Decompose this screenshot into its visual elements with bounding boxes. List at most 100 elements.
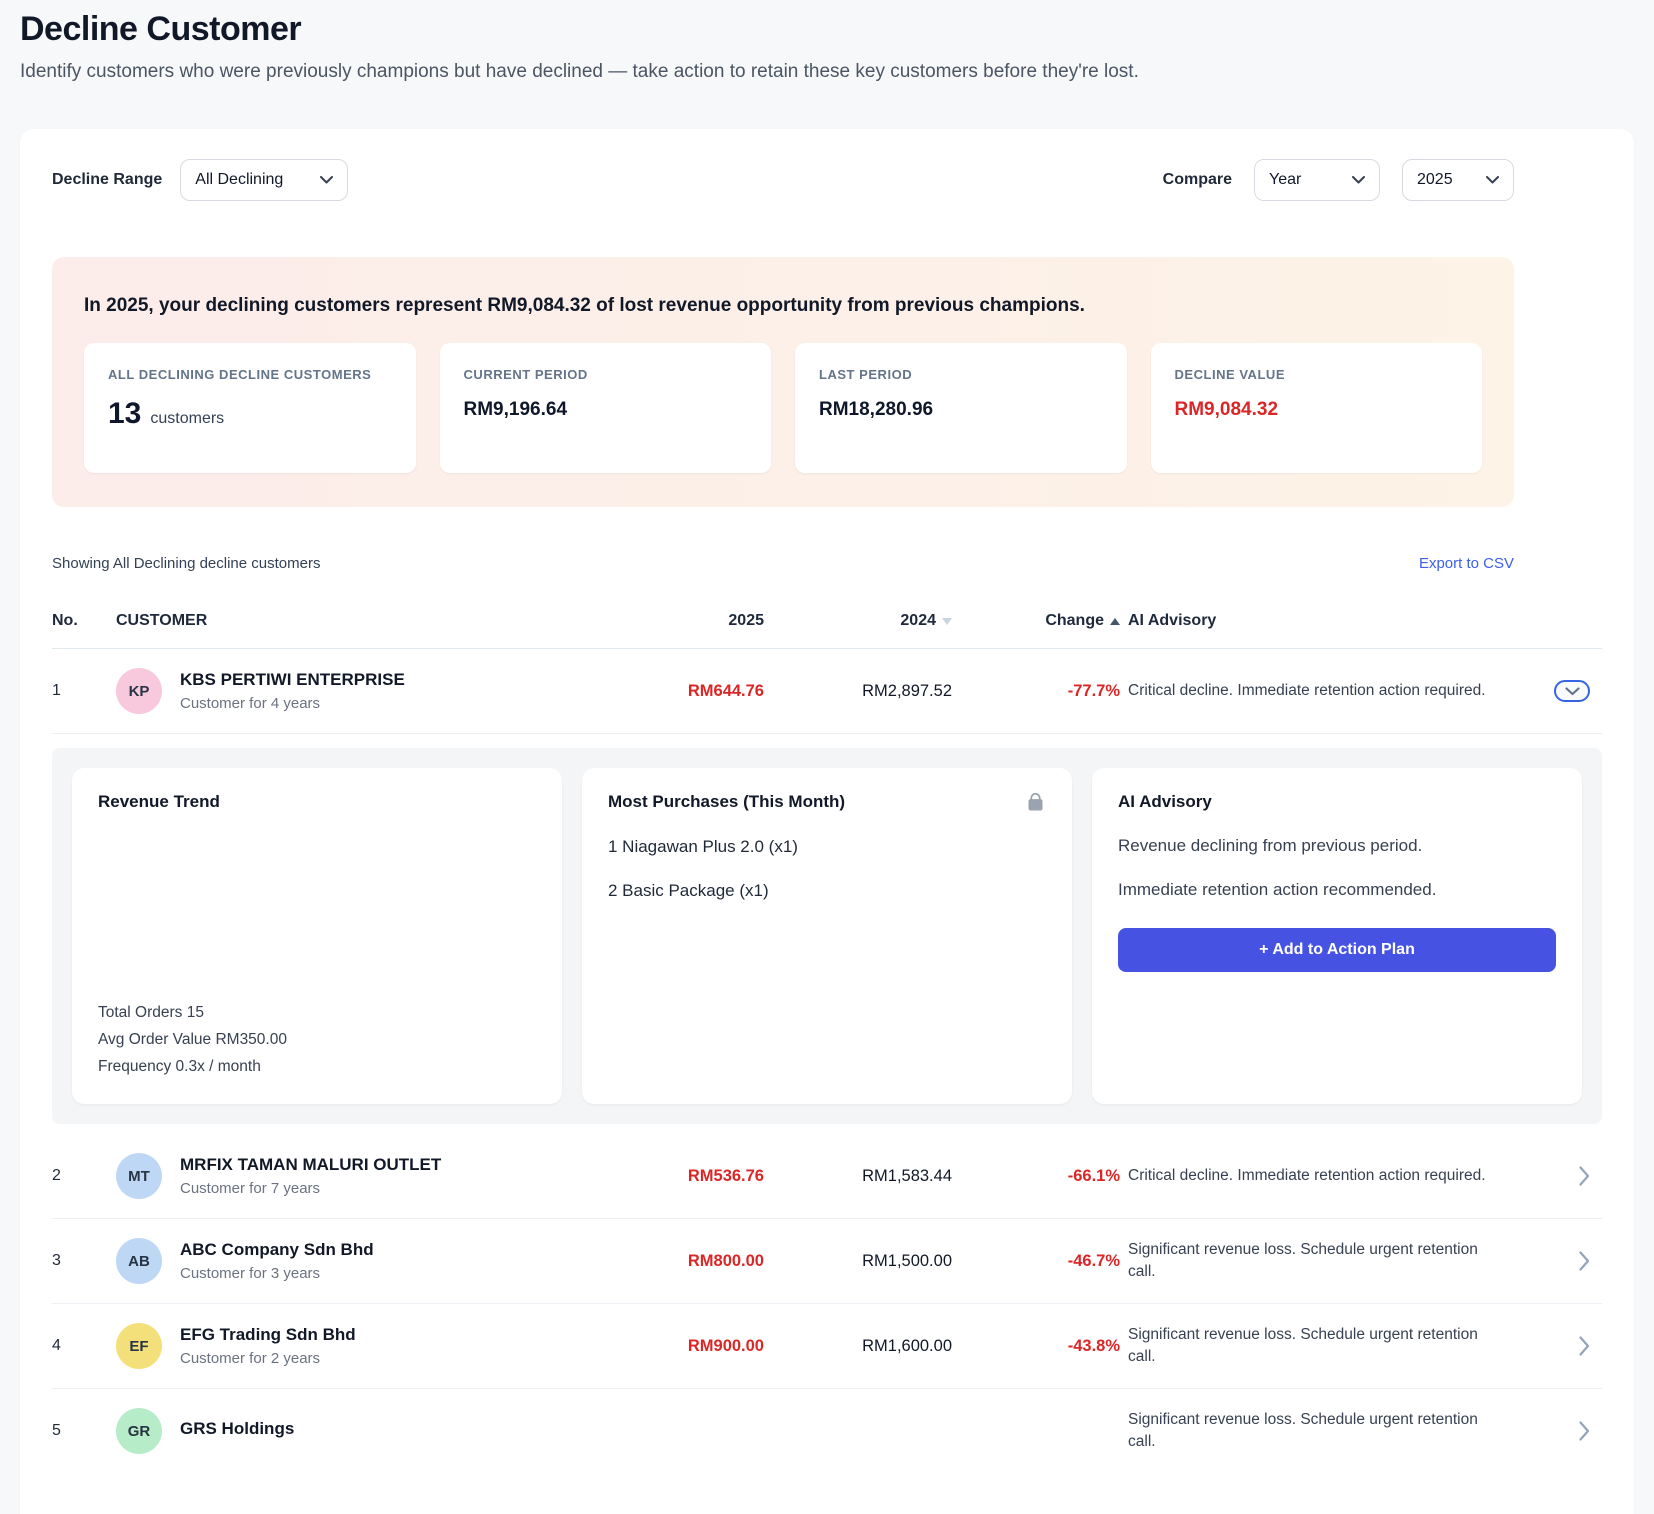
shopping-bag-icon — [1028, 792, 1043, 811]
table-row[interactable]: 3 AB ABC Company Sdn Bhd Customer for 3 … — [52, 1219, 1602, 1304]
ai-advisory-card: AI Advisory Revenue declining from previ… — [1092, 768, 1582, 1104]
col-header-ai-advisory: AI Advisory — [1128, 612, 1217, 629]
value-current-period: RM900.00 — [687, 1336, 764, 1355]
decline-range-label: Decline Range — [52, 171, 163, 188]
col-header-2025[interactable]: 2025 — [728, 612, 764, 629]
expanded-row-detail: Revenue Trend Total Orders 15 Avg Order … — [52, 748, 1602, 1124]
expand-row-button[interactable] — [1579, 1421, 1590, 1441]
compare-label: Compare — [1162, 171, 1232, 188]
table-body: 1 KP KBS PERTIWI ENTERPRISE Customer for… — [52, 649, 1602, 1473]
customer-name: GRS Holdings — [180, 1418, 295, 1438]
expand-row-button[interactable] — [1579, 1166, 1590, 1186]
ai-advisory-text: Significant revenue loss. Schedule urgen… — [1128, 1326, 1478, 1365]
col-header-customer: CUSTOMER — [116, 612, 208, 629]
ai-advisory-line: Revenue declining from previous period. — [1118, 836, 1423, 855]
chevron-down-icon — [320, 176, 334, 184]
customer-name: MRFIX TAMAN MALURI OUTLET — [180, 1155, 442, 1174]
avg-order-value-stat: Avg Order Value RM350.00 — [98, 1030, 287, 1048]
total-orders-stat: Total Orders 15 — [98, 1003, 204, 1021]
table-row[interactable]: 2 MT MRFIX TAMAN MALURI OUTLET Customer … — [52, 1134, 1602, 1219]
customer-name: ABC Company Sdn Bhd — [180, 1240, 374, 1259]
stat-suffix: customers — [150, 409, 225, 427]
frequency-stat: Frequency 0.3x / month — [98, 1057, 261, 1075]
main-card: Decline Range All Declining Compare Year… — [20, 129, 1634, 1514]
row-number: 4 — [52, 1337, 61, 1354]
stat-label: DECLINE VALUE — [1174, 367, 1286, 382]
collapse-row-button[interactable] — [1554, 680, 1590, 702]
stat-card-last-period: LAST PERIOD RM18,280.96 — [795, 343, 1127, 473]
table-row[interactable]: 4 EF EFG Trading Sdn Bhd Customer for 2 … — [52, 1304, 1602, 1389]
customer-name: EFG Trading Sdn Bhd — [180, 1325, 356, 1344]
sort-down-icon — [942, 617, 952, 625]
add-to-action-plan-button[interactable]: + Add to Action Plan — [1118, 928, 1556, 972]
stat-value: RM18,280.96 — [819, 398, 934, 420]
value-last-period: RM2,897.52 — [862, 681, 952, 700]
ai-advisory-title: AI Advisory — [1118, 792, 1212, 811]
col-header-2024[interactable]: 2024 — [772, 612, 952, 630]
chevron-right-icon — [1579, 1166, 1590, 1186]
chevron-down-icon — [1486, 176, 1499, 184]
showing-text: Showing All Declining decline customers — [52, 555, 321, 572]
table-meta: Showing All Declining decline customers … — [52, 555, 1514, 572]
customer-tenure: Customer for 3 years — [180, 1265, 321, 1282]
compare-period-select[interactable]: Year — [1254, 159, 1380, 201]
expand-row-button[interactable] — [1579, 1251, 1590, 1271]
summary-banner: In 2025, your declining customers repres… — [52, 257, 1514, 507]
revenue-trend-chart — [98, 812, 536, 999]
stat-value: RM9,084.32 — [1174, 398, 1279, 420]
table-row[interactable]: 5 GR GRS Holdings Significant revenue lo… — [52, 1389, 1602, 1473]
purchase-item: 1 Niagawan Plus 2.0 (x1) — [608, 837, 798, 856]
ai-advisory-line: Immediate retention action recommended. — [1118, 880, 1437, 899]
value-current-period: RM644.76 — [687, 681, 764, 700]
most-purchases-title: Most Purchases (This Month) — [608, 792, 846, 811]
ai-advisory-text: Critical decline. Immediate retention ac… — [1128, 682, 1486, 700]
decline-range-select[interactable]: All Declining — [180, 159, 349, 201]
stat-card-decline-value: DECLINE VALUE RM9,084.32 — [1150, 343, 1482, 473]
stat-value: 13 — [108, 396, 142, 430]
customer-tenure: Customer for 4 years — [180, 695, 321, 712]
stat-label: CURRENT PERIOD — [463, 367, 588, 382]
avatar: KP — [116, 668, 162, 714]
filter-row: Decline Range All Declining Compare Year… — [52, 159, 1514, 201]
value-change-percent: -43.8% — [1067, 1336, 1120, 1355]
table-row[interactable]: 1 KP KBS PERTIWI ENTERPRISE Customer for… — [52, 649, 1602, 734]
row-number: 3 — [52, 1252, 61, 1269]
row-number: 1 — [52, 682, 61, 699]
col-header-change[interactable]: Change — [960, 612, 1120, 630]
value-last-period: RM1,500.00 — [862, 1251, 952, 1270]
compare-year-value: 2025 — [1417, 171, 1453, 188]
ai-advisory-text: Critical decline. Immediate retention ac… — [1128, 1167, 1486, 1185]
value-change-percent: -46.7% — [1067, 1251, 1120, 1270]
page-title: Decline Customer — [20, 10, 302, 48]
customer-tenure: Customer for 2 years — [180, 1350, 321, 1367]
compare-year-select[interactable]: 2025 — [1402, 159, 1514, 201]
customer-tenure: Customer for 7 years — [180, 1180, 321, 1197]
avatar: MT — [116, 1153, 162, 1199]
expand-row-button[interactable] — [1579, 1336, 1590, 1356]
stat-label: LAST PERIOD — [819, 367, 913, 382]
export-csv-link[interactable]: Export to CSV — [1418, 555, 1514, 572]
table-header: No. CUSTOMER 2025 2024 Change AI Advisor… — [52, 598, 1602, 649]
revenue-trend-card: Revenue Trend Total Orders 15 Avg Order … — [72, 768, 562, 1104]
chevron-right-icon — [1579, 1251, 1590, 1271]
value-current-period: RM536.76 — [687, 1166, 764, 1185]
value-last-period: RM1,583.44 — [862, 1166, 952, 1185]
summary-headline: In 2025, your declining customers repres… — [84, 295, 1085, 316]
page-subtitle: Identify customers who were previously c… — [20, 61, 1139, 82]
stat-value: RM9,196.64 — [463, 398, 568, 420]
avatar: GR — [116, 1408, 162, 1454]
value-change-percent: -77.7% — [1067, 681, 1120, 700]
chevron-right-icon — [1579, 1421, 1590, 1441]
value-current-period: RM800.00 — [687, 1251, 764, 1270]
value-change-percent: -66.1% — [1067, 1166, 1120, 1185]
ai-advisory-text: Significant revenue loss. Schedule urgen… — [1128, 1241, 1478, 1280]
revenue-trend-title: Revenue Trend — [98, 792, 220, 811]
decline-range-value: All Declining — [195, 171, 284, 188]
chevron-down-icon — [1352, 176, 1365, 184]
stat-card-current-period: CURRENT PERIOD RM9,196.64 — [439, 343, 771, 473]
chevron-right-icon — [1579, 1336, 1590, 1356]
compare-period-value: Year — [1269, 171, 1302, 188]
col-header-no: No. — [52, 612, 78, 629]
stat-card-declining-customers: ALL DECLINING DECLINE CUSTOMERS 13 custo… — [84, 343, 416, 473]
